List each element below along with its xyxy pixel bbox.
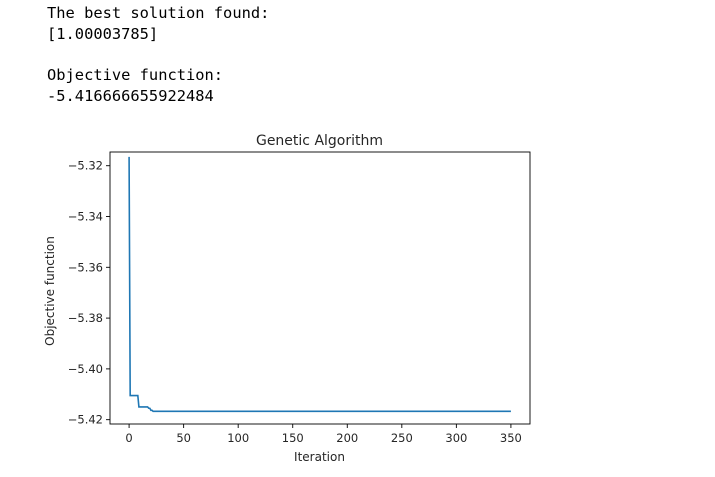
y-tick-label: −5.40 — [68, 362, 103, 376]
y-tick-label: −5.38 — [68, 311, 103, 325]
y-tick-label: −5.42 — [68, 413, 103, 427]
y-axis-label: Objective function — [43, 236, 57, 346]
objective-function-value: -5.416666655922484 — [47, 87, 214, 105]
x-tick-label: 200 — [336, 431, 358, 445]
x-tick-label: 300 — [445, 431, 467, 445]
y-tick-label: −5.34 — [68, 210, 103, 224]
objective-function-label: Objective function: — [47, 66, 224, 84]
x-tick-label: 250 — [391, 431, 413, 445]
best-solution-value: [1.00003785] — [47, 25, 159, 43]
x-tick-label: 0 — [125, 431, 132, 445]
y-tick-label: −5.36 — [68, 260, 103, 274]
x-tick-label: 50 — [176, 431, 191, 445]
x-tick-label: 350 — [500, 431, 522, 445]
x-tick-label: 150 — [282, 431, 304, 445]
y-tick-label: −5.32 — [68, 159, 103, 173]
series-line — [128, 156, 511, 413]
x-tick-label: 100 — [227, 431, 249, 445]
chart-title: Genetic Algorithm — [256, 133, 383, 149]
plot-frame — [109, 151, 531, 425]
best-solution-output: The best solution found: [1.00003785] — [47, 3, 269, 45]
best-solution-label: The best solution found: — [47, 4, 270, 22]
x-axis: 0 50 100 150 200 250 300 350 — [125, 424, 522, 445]
x-axis-label: Iteration — [294, 450, 345, 464]
objective-function-output: Objective function: -5.416666655922484 — [47, 65, 223, 107]
y-axis: −5.42 −5.40 −5.38 −5.36 −5.34 −5.32 — [68, 159, 110, 427]
